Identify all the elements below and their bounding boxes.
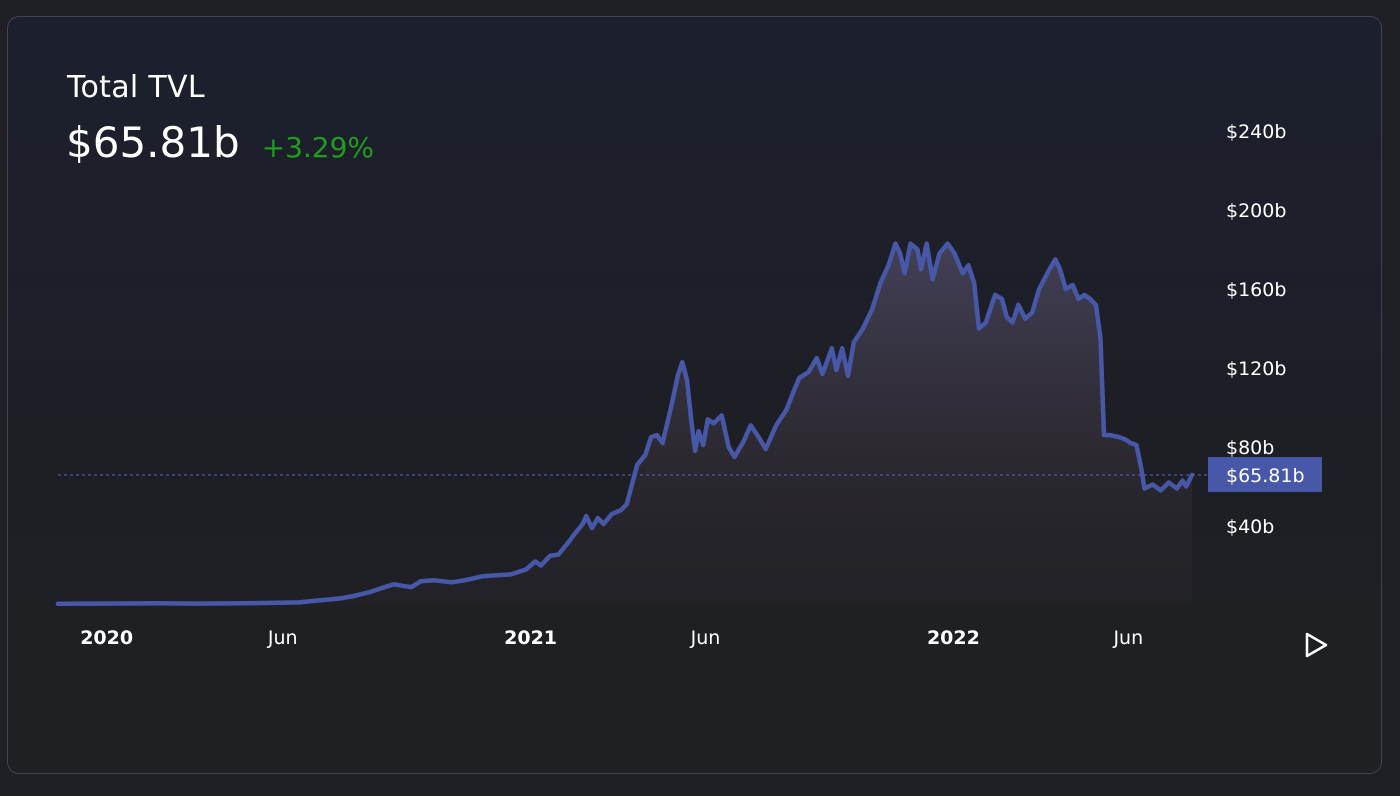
value-row: $65.81b +3.29% xyxy=(66,118,374,167)
play-icon[interactable] xyxy=(1300,630,1330,660)
tvl-change-percent: +3.29% xyxy=(261,131,375,164)
x-tick-label: Jun xyxy=(1112,627,1143,649)
current-value-label: $65.81b xyxy=(1226,465,1305,487)
y-tick-label: $80b xyxy=(1226,437,1274,459)
chart-title: Total TVL xyxy=(67,70,205,105)
current-value-marker xyxy=(1208,457,1322,493)
x-tick-label: 2021 xyxy=(504,627,557,649)
y-tick-label: $200b xyxy=(1226,200,1286,222)
x-tick-label: Jun xyxy=(267,627,298,649)
total-tvl-value: $65.81b xyxy=(66,118,240,167)
x-tick-label: 2020 xyxy=(80,627,133,649)
x-tick-label: Jun xyxy=(690,627,721,649)
y-tick-label: $160b xyxy=(1226,279,1286,301)
y-tick-label: $120b xyxy=(1226,358,1286,380)
x-tick-label: 2022 xyxy=(927,627,980,649)
y-tick-label: $40b xyxy=(1226,516,1274,538)
tvl-series-line xyxy=(55,241,1195,607)
tvl-card xyxy=(7,16,1382,774)
y-tick-label: $240b xyxy=(1226,121,1286,143)
tvl-area-fill xyxy=(58,243,1192,605)
